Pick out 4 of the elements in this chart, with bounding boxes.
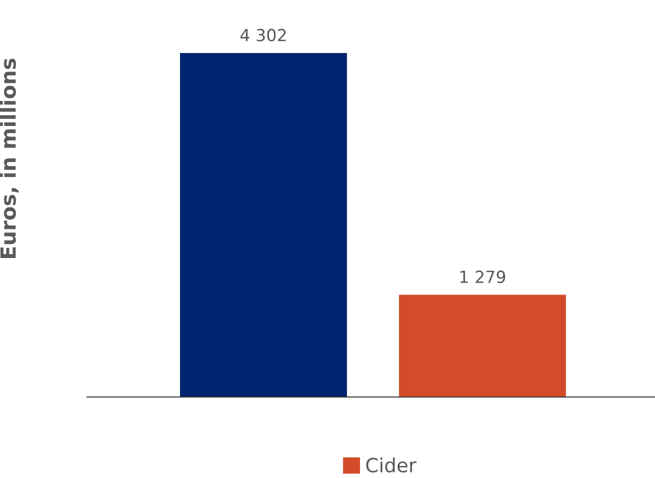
data-label: 1 279 bbox=[460, 270, 506, 284]
legend-label: Cider bbox=[366, 457, 416, 473]
y-axis-title: Euros, in millions bbox=[0, 58, 19, 258]
data-label: 4 302 bbox=[240, 28, 286, 42]
